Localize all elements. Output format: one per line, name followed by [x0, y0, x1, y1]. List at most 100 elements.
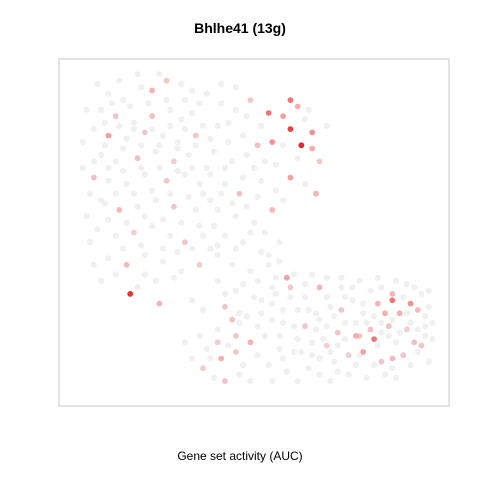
data-point [149, 222, 156, 230]
data-point [280, 113, 286, 120]
data-point [404, 326, 410, 333]
data-point [189, 164, 196, 171]
data-point [323, 342, 330, 349]
data-point [221, 290, 228, 297]
data-point [341, 294, 349, 301]
data-point [232, 287, 239, 294]
data-point [287, 284, 294, 291]
data-point [371, 361, 378, 368]
data-point [90, 174, 97, 181]
data-point [90, 158, 97, 165]
data-point [207, 171, 214, 178]
data-point [171, 158, 177, 165]
data-point [352, 361, 359, 368]
data-point [301, 116, 309, 123]
data-point [214, 326, 221, 333]
data-point [313, 190, 319, 197]
data-point [214, 122, 221, 129]
data-point [305, 306, 312, 314]
data-point [149, 87, 156, 94]
data-point [181, 239, 188, 246]
data-point [316, 284, 323, 291]
data-point [407, 300, 414, 307]
data-point [334, 368, 341, 375]
data-point [225, 119, 232, 126]
data-point [218, 190, 225, 197]
data-point [170, 274, 177, 281]
data-point [105, 255, 112, 262]
data-point [225, 342, 232, 349]
data-point [422, 323, 429, 330]
data-point [171, 203, 177, 210]
data-point [225, 139, 232, 146]
data-point [152, 277, 159, 284]
data-point [105, 90, 112, 97]
data-point [79, 164, 86, 171]
data-point [112, 232, 119, 239]
data-point [312, 310, 319, 317]
data-point [138, 164, 145, 171]
data-point [414, 326, 421, 333]
data-point [232, 213, 239, 220]
data-point [338, 284, 345, 291]
data-point [425, 358, 432, 365]
data-point [378, 284, 385, 291]
data-point [356, 277, 363, 284]
data-point [178, 116, 185, 123]
data-point [429, 319, 436, 326]
data-point [123, 135, 130, 142]
data-point [254, 323, 261, 330]
data-point [338, 307, 345, 313]
data-point [236, 310, 243, 317]
data-point [367, 326, 374, 333]
data-point [130, 190, 137, 197]
data-point [131, 229, 137, 236]
data-point [294, 306, 301, 314]
data-point [411, 284, 418, 291]
data-point [243, 151, 250, 159]
data-point [167, 122, 174, 129]
data-point [352, 319, 359, 326]
data-point [200, 365, 206, 372]
data-point [221, 232, 228, 239]
data-point [272, 187, 279, 194]
data-point [199, 306, 207, 314]
data-point [301, 294, 309, 301]
data-point [174, 139, 181, 146]
data-point [309, 145, 316, 152]
data-point [323, 323, 330, 330]
data-point [119, 168, 127, 175]
data-point [222, 303, 228, 310]
data-point [294, 155, 301, 162]
data-point [167, 190, 174, 197]
data-point [189, 355, 196, 362]
data-point [276, 258, 283, 265]
data-point [181, 339, 188, 346]
data-point [261, 332, 268, 339]
data-point [232, 106, 239, 113]
data-point [360, 349, 367, 355]
data-point [243, 113, 250, 120]
data-point [156, 164, 163, 171]
data-point [210, 374, 218, 381]
data-point [167, 106, 174, 113]
data-point [196, 332, 203, 339]
data-point [371, 313, 378, 320]
data-point [254, 352, 261, 359]
data-point [185, 151, 192, 159]
data-point [345, 371, 352, 378]
data-point [338, 274, 345, 281]
data-point [127, 103, 134, 110]
data-point [327, 348, 334, 356]
data-point [240, 361, 247, 368]
data-point [163, 177, 170, 184]
data-point [199, 232, 207, 239]
data-point [105, 132, 112, 139]
data-point [83, 213, 90, 220]
data-points [79, 71, 436, 385]
data-point [276, 345, 283, 352]
data-point [105, 164, 112, 171]
data-point [214, 277, 221, 284]
data-point [367, 287, 374, 294]
